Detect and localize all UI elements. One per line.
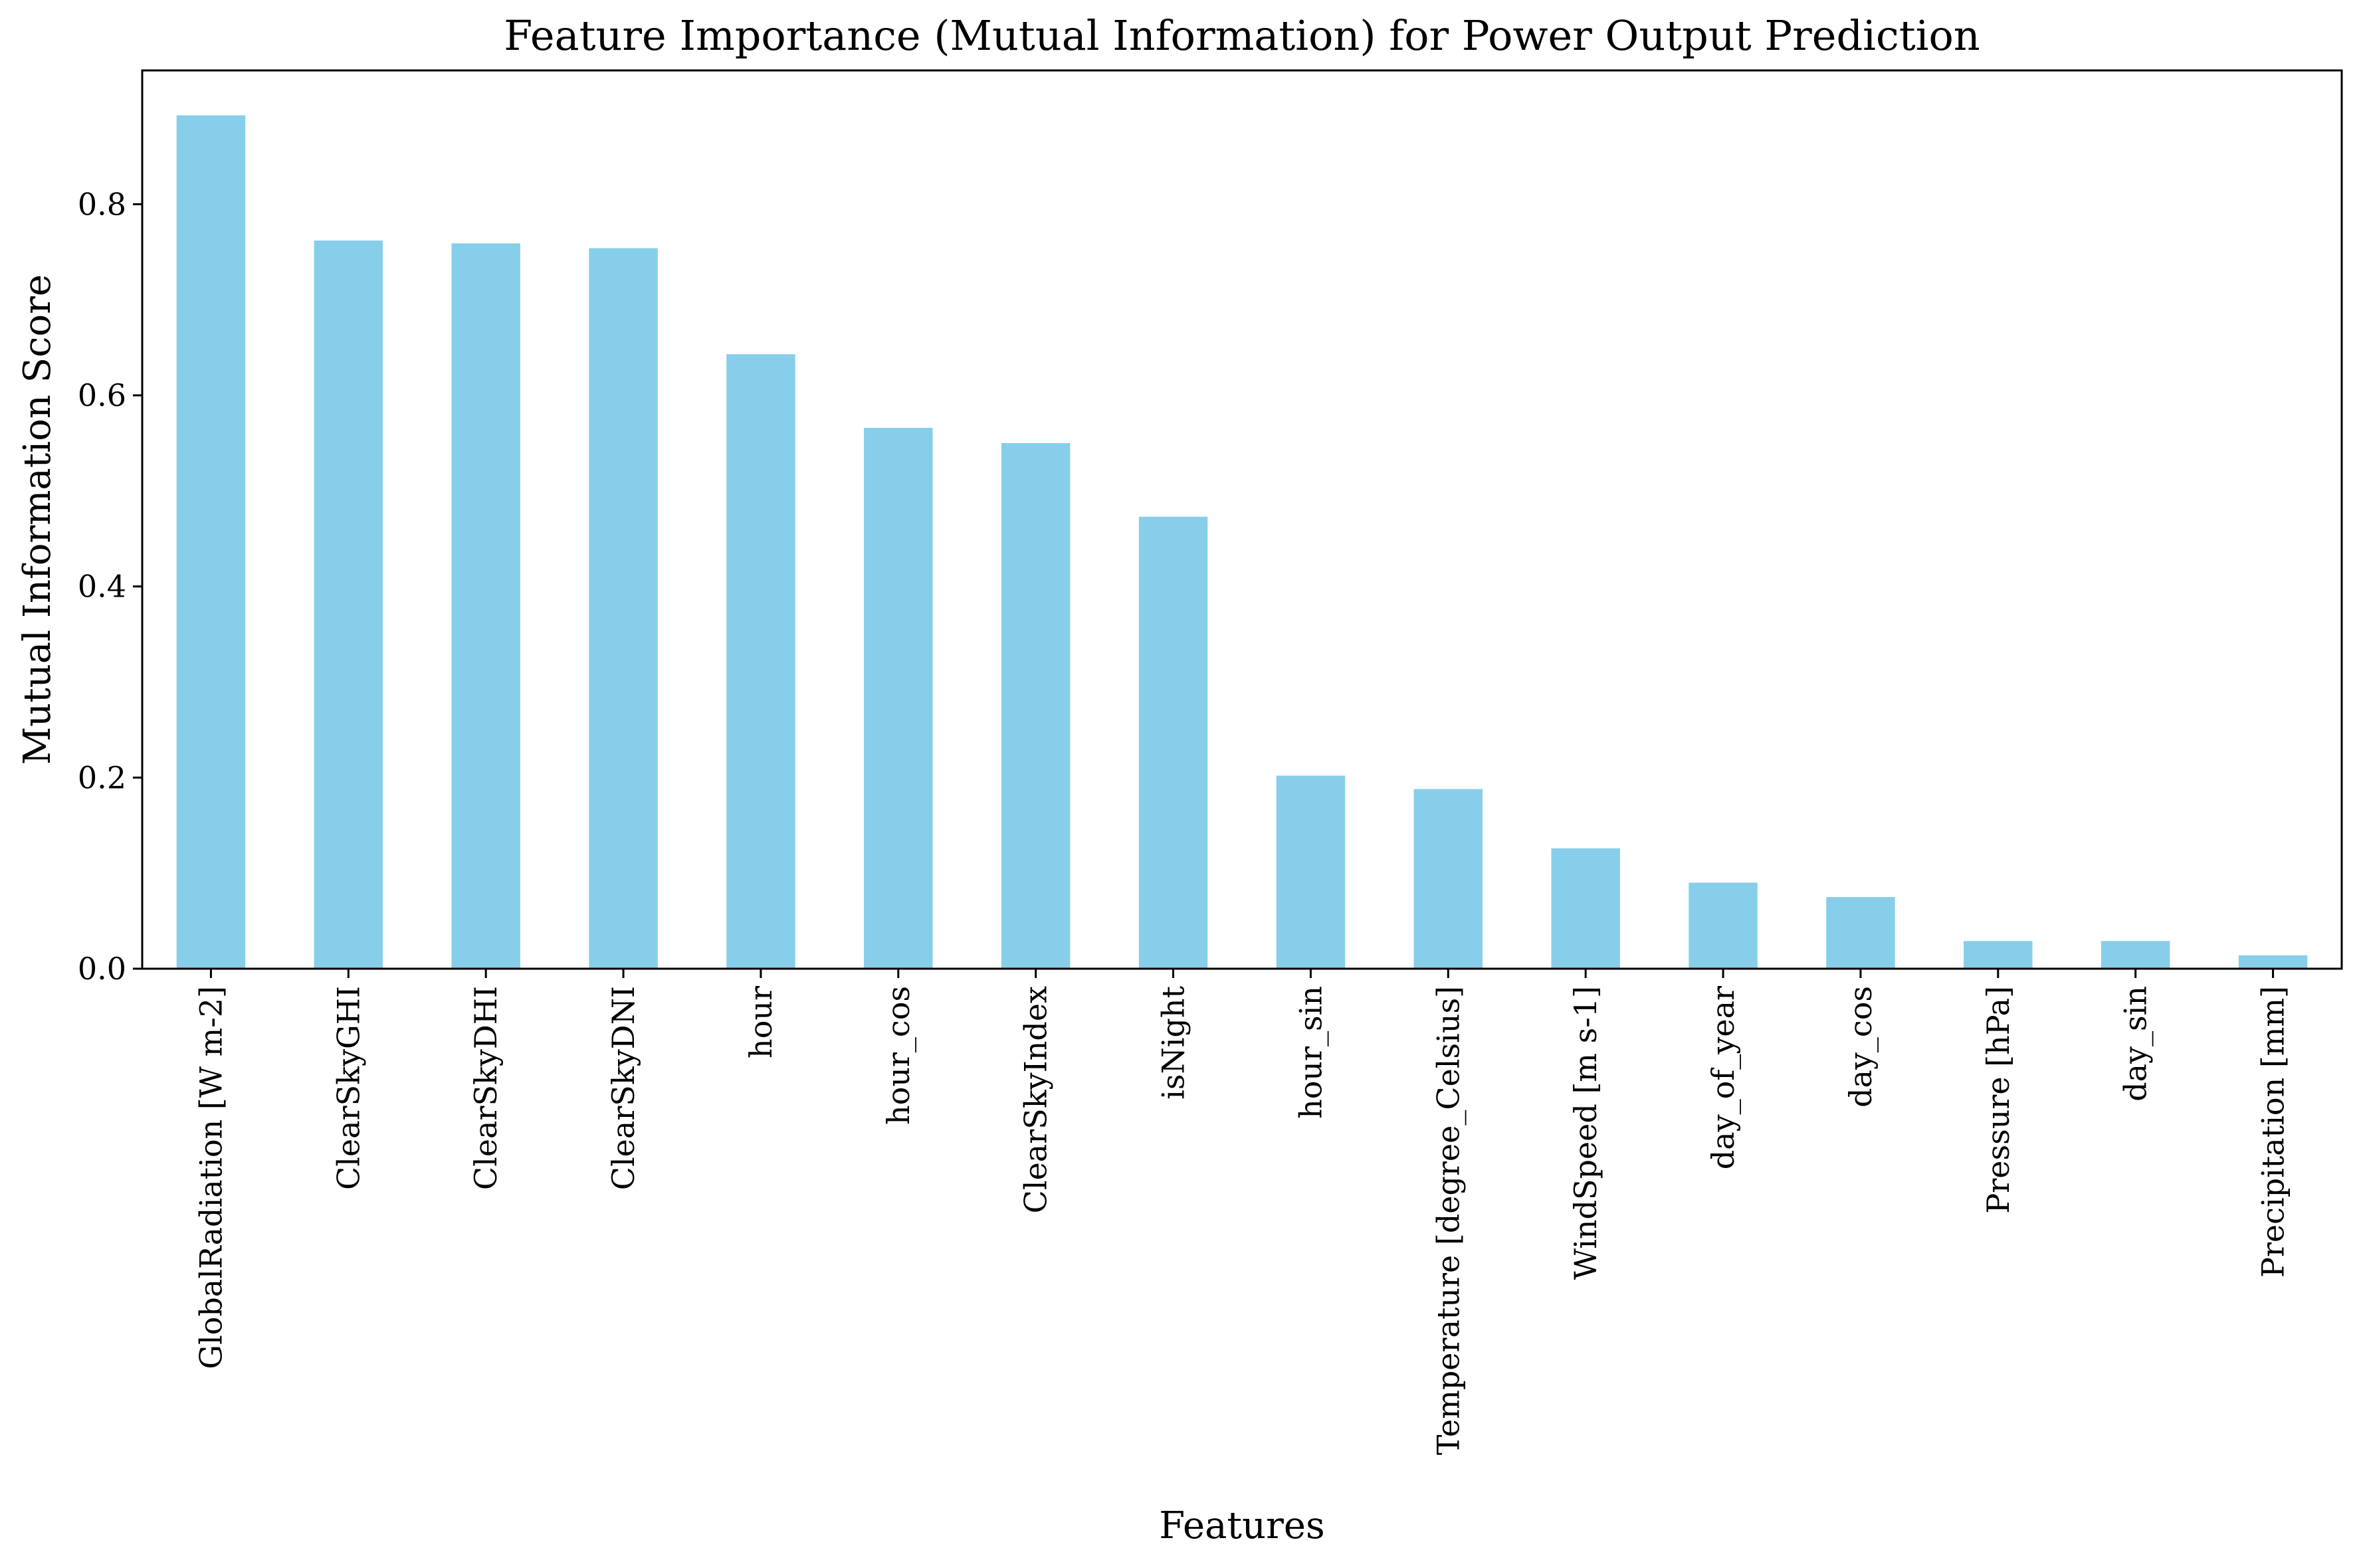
x-tick-label: day_of_year (1705, 986, 1741, 1169)
x-tick-label: ClearSkyGHI (330, 986, 366, 1190)
x-tick-label: ClearSkyDHI (468, 986, 504, 1190)
y-tick-label: 0.2 (78, 759, 126, 795)
bar-0 (176, 115, 246, 969)
y-axis-label: Mutual Information Score (16, 274, 59, 765)
bar-14 (2101, 941, 2170, 969)
bars-layer (176, 115, 2308, 969)
x-tick-label: isNight (1156, 985, 1191, 1099)
x-axis-label: Features (1159, 1504, 1325, 1547)
bar-7 (1138, 516, 1208, 969)
x-axis-ticks: GlobalRadiation [W m-2] ClearSkyGHI ClearS… (193, 969, 2291, 1455)
plot-frame (141, 69, 2343, 970)
x-tick-label: hour_sin (1292, 986, 1328, 1119)
chart-title: Feature Importance (Mutual Information) … (504, 11, 1980, 60)
bar-1 (314, 241, 383, 969)
x-tick-label: GlobalRadiation [W m-2] (193, 986, 229, 1369)
bar-4 (726, 354, 795, 969)
x-tick-label: Pressure [hPa] (1980, 986, 2016, 1214)
bar-11 (1689, 882, 1758, 969)
x-tick-label: Temperature [degree_Celsius] (1430, 986, 1466, 1455)
y-tick-label: 0.6 (78, 377, 126, 413)
y-tick-label: 0.4 (78, 569, 126, 605)
bar-5 (864, 427, 933, 969)
x-tick-label: day_sin (2118, 986, 2154, 1102)
bar-13 (1964, 941, 2033, 969)
x-tick-label: day_cos (1843, 986, 1879, 1108)
bar-10 (1551, 848, 1620, 969)
bar-3 (589, 248, 658, 969)
y-tick-label: 0.0 (78, 951, 126, 987)
bar-6 (1001, 442, 1071, 969)
x-tick-label: hour (743, 986, 779, 1058)
bar-9 (1413, 789, 1483, 969)
x-tick-label: Precipitation [mm] (2255, 986, 2291, 1278)
y-tick-label: 0.8 (78, 186, 126, 222)
x-tick-label: hour_cos (880, 986, 916, 1125)
bar-2 (451, 243, 520, 969)
x-tick-label: ClearSkyDNI (605, 986, 641, 1190)
bar-15 (2238, 955, 2308, 969)
x-tick-label: WindSpeed [m s-1] (1568, 986, 1603, 1280)
bar-8 (1276, 775, 1346, 969)
bar-12 (1826, 897, 1895, 969)
x-tick-label: ClearSkyIndex (1018, 986, 1054, 1213)
y-axis-ticks: 0.0 0.2 0.4 0.6 0.8 (78, 186, 142, 987)
